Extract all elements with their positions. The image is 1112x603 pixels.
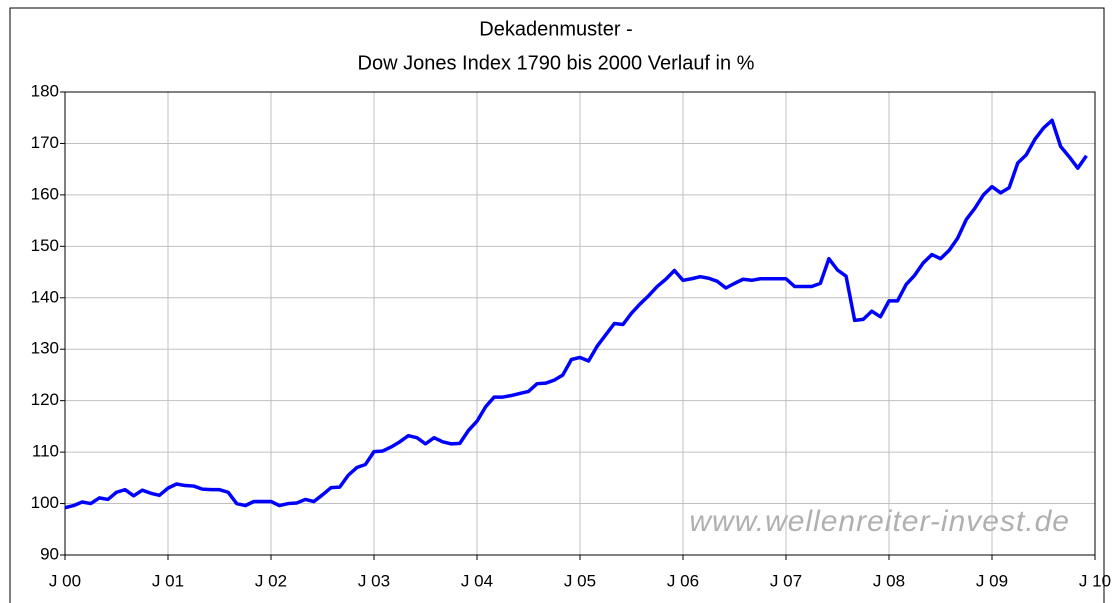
y-tick-label: 120 bbox=[31, 390, 59, 409]
x-tick-label: J 05 bbox=[564, 571, 596, 590]
x-tick-label: J 10 bbox=[1079, 571, 1111, 590]
y-tick-label: 180 bbox=[31, 81, 59, 100]
y-tick-label: 130 bbox=[31, 339, 59, 358]
x-tick-label: J 07 bbox=[770, 571, 802, 590]
y-tick-label: 160 bbox=[31, 184, 59, 203]
y-tick-label: 150 bbox=[31, 236, 59, 255]
x-tick-label: J 04 bbox=[461, 571, 493, 590]
x-tick-label: J 09 bbox=[976, 571, 1008, 590]
x-tick-label: J 08 bbox=[873, 571, 905, 590]
chart-subtitle: Dow Jones Index 1790 bis 2000 Verlauf in… bbox=[358, 52, 755, 74]
y-tick-label: 110 bbox=[32, 442, 59, 461]
y-tick-label: 90 bbox=[40, 544, 59, 563]
x-tick-label: J 02 bbox=[255, 571, 287, 590]
x-tick-label: J 06 bbox=[667, 571, 699, 590]
x-tick-label: J 00 bbox=[49, 571, 81, 590]
x-tick-label: J 03 bbox=[358, 571, 390, 590]
y-tick-label: 170 bbox=[31, 133, 59, 152]
watermark: www.wellenreiter-invest.de bbox=[689, 505, 1070, 538]
x-tick-label: J 01 bbox=[152, 571, 184, 590]
plot-area bbox=[64, 91, 1096, 556]
y-tick-label: 140 bbox=[31, 287, 59, 306]
y-tick-label: 100 bbox=[31, 493, 59, 512]
chart-title: Dekadenmuster - bbox=[479, 18, 632, 40]
data-line bbox=[64, 118, 1088, 510]
